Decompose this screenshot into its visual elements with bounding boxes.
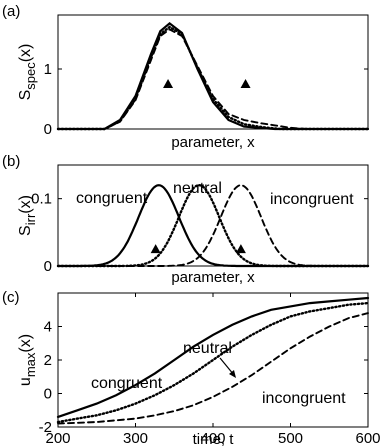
x-tick-label: 400 <box>200 430 225 447</box>
series-line-dashed <box>57 28 369 130</box>
series-line-congruent <box>56 296 370 418</box>
series-label-incongruent: incongruent <box>262 390 346 407</box>
series-line-solid <box>56 21 370 131</box>
y-tick-label: 4 <box>44 319 52 336</box>
series-label-neutral: neutral <box>183 340 232 357</box>
panel-label: (c) <box>2 289 20 306</box>
panel-label: (a) <box>2 3 20 20</box>
x-tick-label: 200 <box>45 430 70 447</box>
series-label-congruent: congruent <box>91 375 163 392</box>
y-axis-label: Sirr(x) <box>17 195 38 236</box>
y-tick-label: -2 <box>39 419 52 436</box>
triangle-marker <box>235 244 246 254</box>
plot-frame <box>57 164 369 267</box>
series-label-congruent: congruent <box>76 190 148 207</box>
y-tick-label: 1 <box>44 61 52 78</box>
triangle-marker <box>240 79 251 88</box>
series-label-incongruent: incongruent <box>270 191 354 208</box>
x-axis-label: time, t <box>193 431 235 448</box>
x-axis-label: parameter, x <box>171 269 255 286</box>
series-line-incongruent <box>57 312 369 425</box>
x-tick-label: 600 <box>355 430 380 447</box>
triangle-marker <box>150 244 161 254</box>
annotation-arrowhead <box>229 370 236 378</box>
x-tick-label: 300 <box>123 430 148 447</box>
x-axis-label: parameter, x <box>171 134 255 151</box>
plot-frame <box>57 14 369 130</box>
series-line-dotted <box>56 25 370 131</box>
triangle-marker <box>163 79 174 88</box>
panel-label: (b) <box>2 153 20 170</box>
y-axis-label: Sspec(x) <box>17 44 38 101</box>
y-tick-label: 0 <box>44 121 52 138</box>
y-tick-label: 0.1 <box>31 191 52 208</box>
y-tick-label: 0 <box>44 258 52 275</box>
y-axis-label: umax(x) <box>17 334 38 386</box>
series-line-neutral <box>56 301 370 424</box>
y-tick-label: 0 <box>44 386 52 403</box>
series-label-neutral: neutral <box>173 180 222 197</box>
series-line-incongruent <box>57 184 369 267</box>
x-tick-label: 500 <box>278 430 303 447</box>
y-tick-label: 2 <box>44 352 52 369</box>
